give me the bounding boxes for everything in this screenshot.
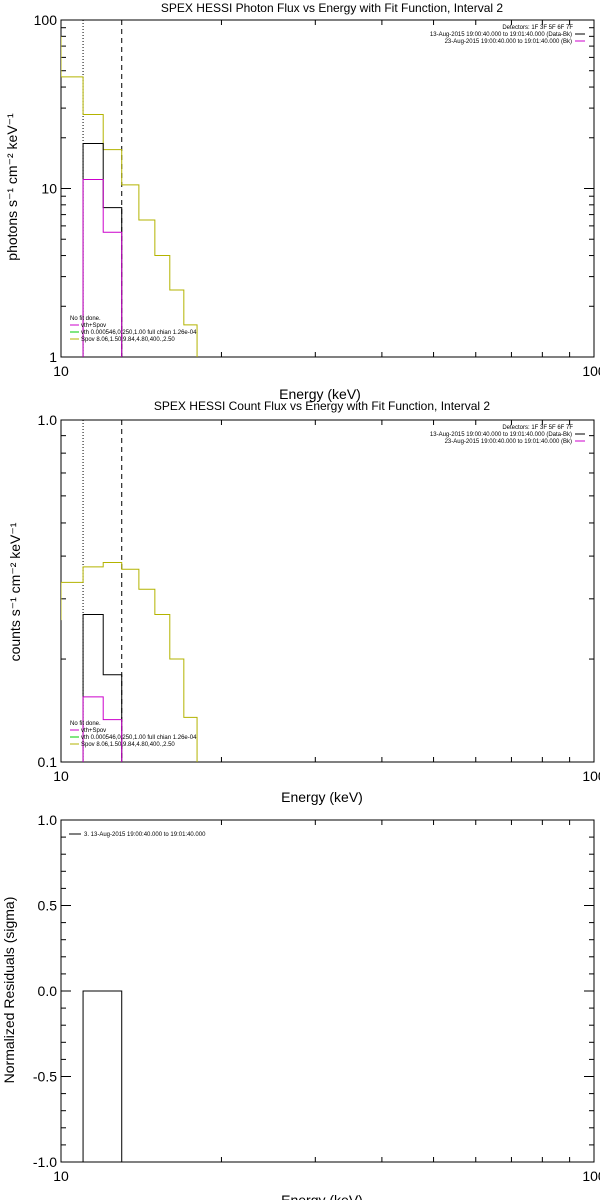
series-line-0 [61,562,217,762]
legend-bottom-header: No fit done. [70,721,101,727]
chart-title: SPEX HESSI Photon Flux vs Energy with Fi… [161,1,503,15]
x-axis-label: Energy (keV) [281,789,363,805]
legend-inside-entry: 3. 13-Aug-2015 19:00:40.000 to 19:01:40.… [84,832,206,838]
x-tick-label: 100 [582,363,600,379]
x-tick-label: 100 [582,1168,600,1184]
legend-top-entry: 23-Aug-2015 19:00:40.000 to 19:01:40.000… [445,439,572,445]
panel-photon-flux: SPEX HESSI Photon Flux vs Energy with Fi… [4,1,600,402]
legend-bottom-entry: vth 0.000546,0.250,1.00 full chian 1.26e… [81,330,197,336]
panel-count-flux: SPEX HESSI Count Flux vs Energy with Fit… [7,399,600,805]
y-tick-label: 1.0 [38,812,58,828]
y-tick-label: 1 [49,349,57,365]
legend-top-header: Detectors: 1F 3F 5F 6F 7F [502,425,573,431]
axes-frame [60,819,595,1163]
data-layer [82,990,123,1162]
x-tick-label: 10 [53,768,69,784]
legend-bottom-entry: Spov 8.06,1.50,9.84,4.80,400.,2.50 [81,742,175,748]
legend-top-entry: 13-Aug-2015 19:00:40.000 to 19:01:40.000… [430,432,572,438]
series-line-0 [61,36,217,357]
legend-top-header: Detectors: 1F 3F 5F 6F 7F [502,25,573,31]
y-tick-label: 0.5 [38,898,58,914]
legend-bottom-entry: Spov 8.06,1.50,9.84,4.80,400.,2.50 [81,337,175,343]
x-tick-label: 10 [53,363,69,379]
x-axis-label: Energy (keV) [279,386,361,402]
y-tick-label: -1.0 [33,1154,57,1170]
series-line-2 [82,696,123,762]
panel-residuals: Normalized Residuals (sigma) Energy (keV… [1,812,600,1200]
y-tick-label: 0.0 [38,983,58,999]
series-line-0 [82,990,123,1162]
legend-bottom-entry: vth+Spov [81,728,106,734]
legend-bottom-entry: vth 0.000546,0.250,1.00 full chian 1.26e… [81,735,197,741]
axes-frame [60,19,595,358]
series-line-2 [82,179,123,357]
y-tick-label: 10 [41,181,57,197]
plot-area: 10 100 0.1 1.0 Detectors: 1F 3F 5F 6F 7F13-A… [38,412,600,784]
series-line-1 [82,613,123,762]
axes-frame [60,419,595,763]
y-tick-label: 0.1 [38,754,58,770]
y-tick-label: 100 [34,12,58,28]
y-tick-label: 1.0 [38,412,58,428]
legend-bottom-entry: vth+Spov [81,323,106,329]
data-layer [61,420,217,762]
legend-top-entry: 23-Aug-2015 19:00:40.000 to 19:01:40.000… [445,39,572,45]
x-axis-label: Energy (keV) [281,1192,363,1200]
x-tick-label: 100 [582,768,600,784]
y-axis-label: counts s⁻¹ cm⁻² keV⁻¹ [7,522,23,661]
y-tick-label: -0.5 [33,1069,57,1085]
x-tick-label: 10 [53,1168,69,1184]
y-axis-label: photons s⁻¹ cm⁻² keV⁻¹ [4,113,20,261]
plot-area: 10 100 1.0 0.5 0.0 -0.5 -1.0 3. 13-Aug-2015 19:… [33,812,600,1184]
plot-area: 10100110100Detectors: 1F 3F 5F 6F 7F13-A… [34,12,600,379]
legend-top-entry: 13-Aug-2015 19:00:40.000 to 19:01:40.000… [430,32,572,38]
data-layer [61,20,217,357]
legend-bottom-header: No fit done. [70,316,101,322]
y-axis-label: Normalized Residuals (sigma) [1,897,17,1084]
chart-title: SPEX HESSI Count Flux vs Energy with Fit… [154,399,490,413]
